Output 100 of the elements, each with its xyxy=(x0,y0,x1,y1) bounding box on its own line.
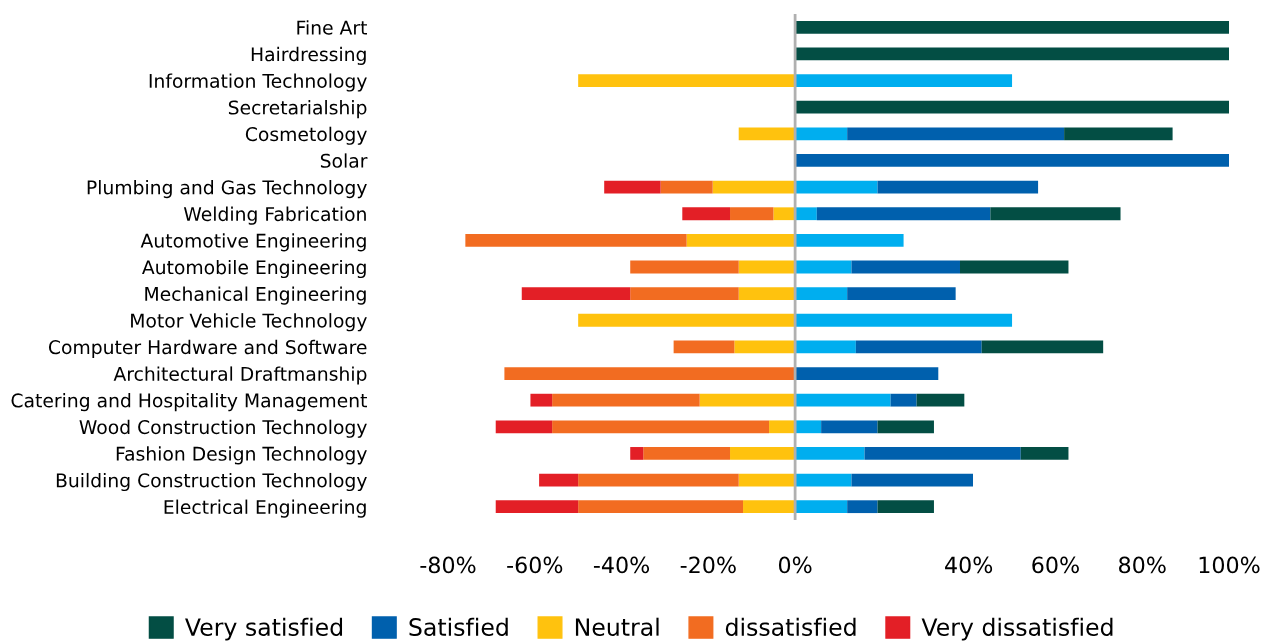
y-tick-label: Hairdressing xyxy=(251,46,366,65)
bar xyxy=(743,500,796,514)
y-tick-label: Fashion Design Technology xyxy=(116,446,367,465)
y-tick-label: Information Technology xyxy=(149,73,367,92)
bar xyxy=(877,500,934,514)
bar xyxy=(738,260,796,274)
y-tick-label: Plumbing and Gas Technology xyxy=(87,179,367,199)
y-tick-label: Electrical Engineering xyxy=(164,499,366,518)
y-tick-label: Wood Construction Technology xyxy=(79,419,367,438)
bar xyxy=(578,473,739,487)
bar xyxy=(795,233,904,247)
y-tick-label: Automobile Engineering xyxy=(142,259,366,279)
bar xyxy=(673,340,735,354)
bar xyxy=(890,393,917,407)
bar xyxy=(795,74,1013,87)
bar xyxy=(769,420,796,434)
x-tick-label: 100% xyxy=(1199,556,1260,574)
y-tick-label: Computer Hardware and Software xyxy=(48,339,367,358)
x-tick-label: 80% xyxy=(1119,556,1166,574)
bar xyxy=(851,260,960,274)
bar xyxy=(851,473,974,487)
bar xyxy=(795,420,822,434)
bar xyxy=(990,207,1121,221)
x-tick-label: 0% xyxy=(778,556,812,574)
bar xyxy=(630,447,644,460)
bar xyxy=(877,180,1039,194)
bar xyxy=(795,154,1229,167)
bar xyxy=(495,500,579,514)
bar xyxy=(465,233,687,247)
bar xyxy=(1064,127,1173,141)
bar xyxy=(738,287,796,301)
y-tick-label: Motor Vehicle Technology xyxy=(131,313,367,332)
bar xyxy=(686,233,796,247)
bar xyxy=(795,127,848,141)
bar xyxy=(578,313,796,327)
bar xyxy=(552,393,700,407)
bar xyxy=(712,180,796,194)
bar xyxy=(530,393,553,407)
y-tick-label: Welding Fabrication xyxy=(183,206,366,225)
bar xyxy=(660,180,713,194)
bar xyxy=(795,473,852,487)
bar xyxy=(699,393,796,407)
bar xyxy=(730,447,796,460)
bar xyxy=(795,340,856,354)
bar xyxy=(916,393,965,407)
bar xyxy=(773,207,796,221)
bar xyxy=(821,420,878,434)
y-tick-label: Catering and Hospitality Management xyxy=(11,393,367,412)
x-tick-label: -60% xyxy=(507,556,563,574)
bar xyxy=(847,287,956,301)
bar xyxy=(1020,447,1069,460)
bar xyxy=(795,500,848,514)
bar xyxy=(864,447,1021,460)
legend-label: Very dissatisfied xyxy=(921,617,1113,641)
bar xyxy=(877,420,934,434)
bar xyxy=(738,473,796,487)
bar xyxy=(795,313,1013,327)
bar xyxy=(643,447,731,460)
bar xyxy=(816,207,991,221)
bar xyxy=(578,74,796,87)
y-tick-label: Building Construction Technology xyxy=(56,472,367,492)
bar xyxy=(847,127,1065,141)
bar xyxy=(604,180,661,194)
x-tick-label: -40% xyxy=(593,556,650,574)
bar xyxy=(795,393,891,407)
bar xyxy=(795,447,865,460)
y-tick-label: Secretarialship xyxy=(228,100,367,119)
y-tick-label: Automotive Engineering xyxy=(140,233,366,252)
x-tick-label: -20% xyxy=(680,556,736,574)
bar xyxy=(795,180,878,194)
bar xyxy=(795,287,848,301)
legend-label: Satisfied xyxy=(409,617,508,636)
bar xyxy=(959,260,1069,274)
bar xyxy=(795,47,1229,61)
bar xyxy=(855,340,982,354)
bar xyxy=(795,100,1229,114)
bar xyxy=(630,287,739,301)
bar xyxy=(682,207,731,221)
bar xyxy=(504,367,796,380)
bar xyxy=(981,340,1104,354)
bar xyxy=(847,500,878,514)
y-tick-label: Solar xyxy=(320,153,368,168)
bar xyxy=(738,127,796,141)
bar xyxy=(578,500,744,514)
bar xyxy=(521,287,631,301)
y-tick-label: Mechanical Engineering xyxy=(145,286,366,305)
x-tick-label: -80% xyxy=(420,556,476,574)
x-tick-label: 40% xyxy=(945,556,993,574)
legend-label: Very satisfied xyxy=(185,617,343,641)
legend-label: dissatisfied xyxy=(725,617,856,636)
legend-label: Neutral xyxy=(575,617,659,636)
bar xyxy=(795,207,817,221)
x-tick-label: 60% xyxy=(1032,556,1079,574)
bar xyxy=(495,420,553,434)
y-tick-label: Fine Art xyxy=(297,20,367,35)
bar xyxy=(795,20,1229,34)
bar xyxy=(795,367,939,380)
bar xyxy=(795,260,852,274)
bar xyxy=(630,260,739,274)
y-tick-label: Architectural Draftmanship xyxy=(113,366,367,385)
